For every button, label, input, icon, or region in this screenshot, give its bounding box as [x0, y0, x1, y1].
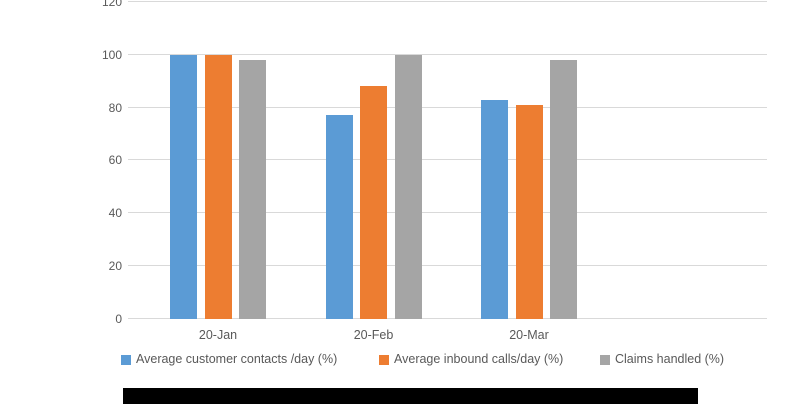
y-tick-label-40: 40 — [108, 206, 122, 220]
bar-20-Jan-series1 — [170, 54, 197, 319]
y-tick-label-0: 0 — [115, 311, 122, 326]
gridline-120 — [128, 1, 767, 2]
y-tick-label-80: 80 — [108, 100, 122, 115]
legend-label: Average inbound calls/day (%) — [394, 352, 564, 366]
bar-20-Jan-series2 — [204, 54, 232, 319]
gridline-20 — [128, 264, 767, 266]
x-category-label-20-Mar: 20-Mar — [509, 328, 549, 342]
gridline-60 — [128, 159, 767, 161]
gridline-40 — [128, 212, 767, 213]
y-tick-label-120: 120 — [101, 0, 122, 9]
y-tick-label-100: 100 — [101, 47, 122, 62]
legend-swatch-icon — [600, 354, 610, 365]
plot-area — [128, 1, 767, 319]
x-category-label-20-Jan: 20-Jan — [198, 328, 238, 342]
y-tick-label-20: 20 — [108, 258, 122, 273]
bar-20-Feb-series1 — [325, 115, 353, 319]
bar-20-Jan-series3 — [239, 60, 266, 319]
legend-label: Claims handled (%) — [615, 352, 725, 366]
x-category-label-20-Feb: 20-Feb — [353, 328, 394, 342]
redacted-caption-bar — [123, 388, 698, 404]
legend-swatch-icon — [379, 354, 389, 365]
x-axis-line — [128, 317, 767, 319]
legend-label: Average customer contacts /day (%) — [136, 352, 338, 366]
legend-item-series1: Average customer contacts /day (%) — [121, 352, 337, 367]
y-tick-label-60: 60 — [108, 153, 122, 168]
bar-20-Mar-series3 — [550, 60, 577, 319]
legend-item-series3: Claims handled (%) — [600, 352, 724, 367]
bar-20-Feb-series2 — [360, 86, 387, 319]
legend-swatch-icon — [121, 354, 131, 365]
bar-20-Feb-series3 — [394, 54, 422, 319]
bar-20-Mar-series1 — [481, 99, 508, 319]
bar-20-Mar-series2 — [515, 104, 543, 319]
gridline-80 — [128, 106, 767, 108]
gridline-100 — [128, 53, 767, 55]
legend-item-series2: Average inbound calls/day (%) — [379, 352, 563, 367]
